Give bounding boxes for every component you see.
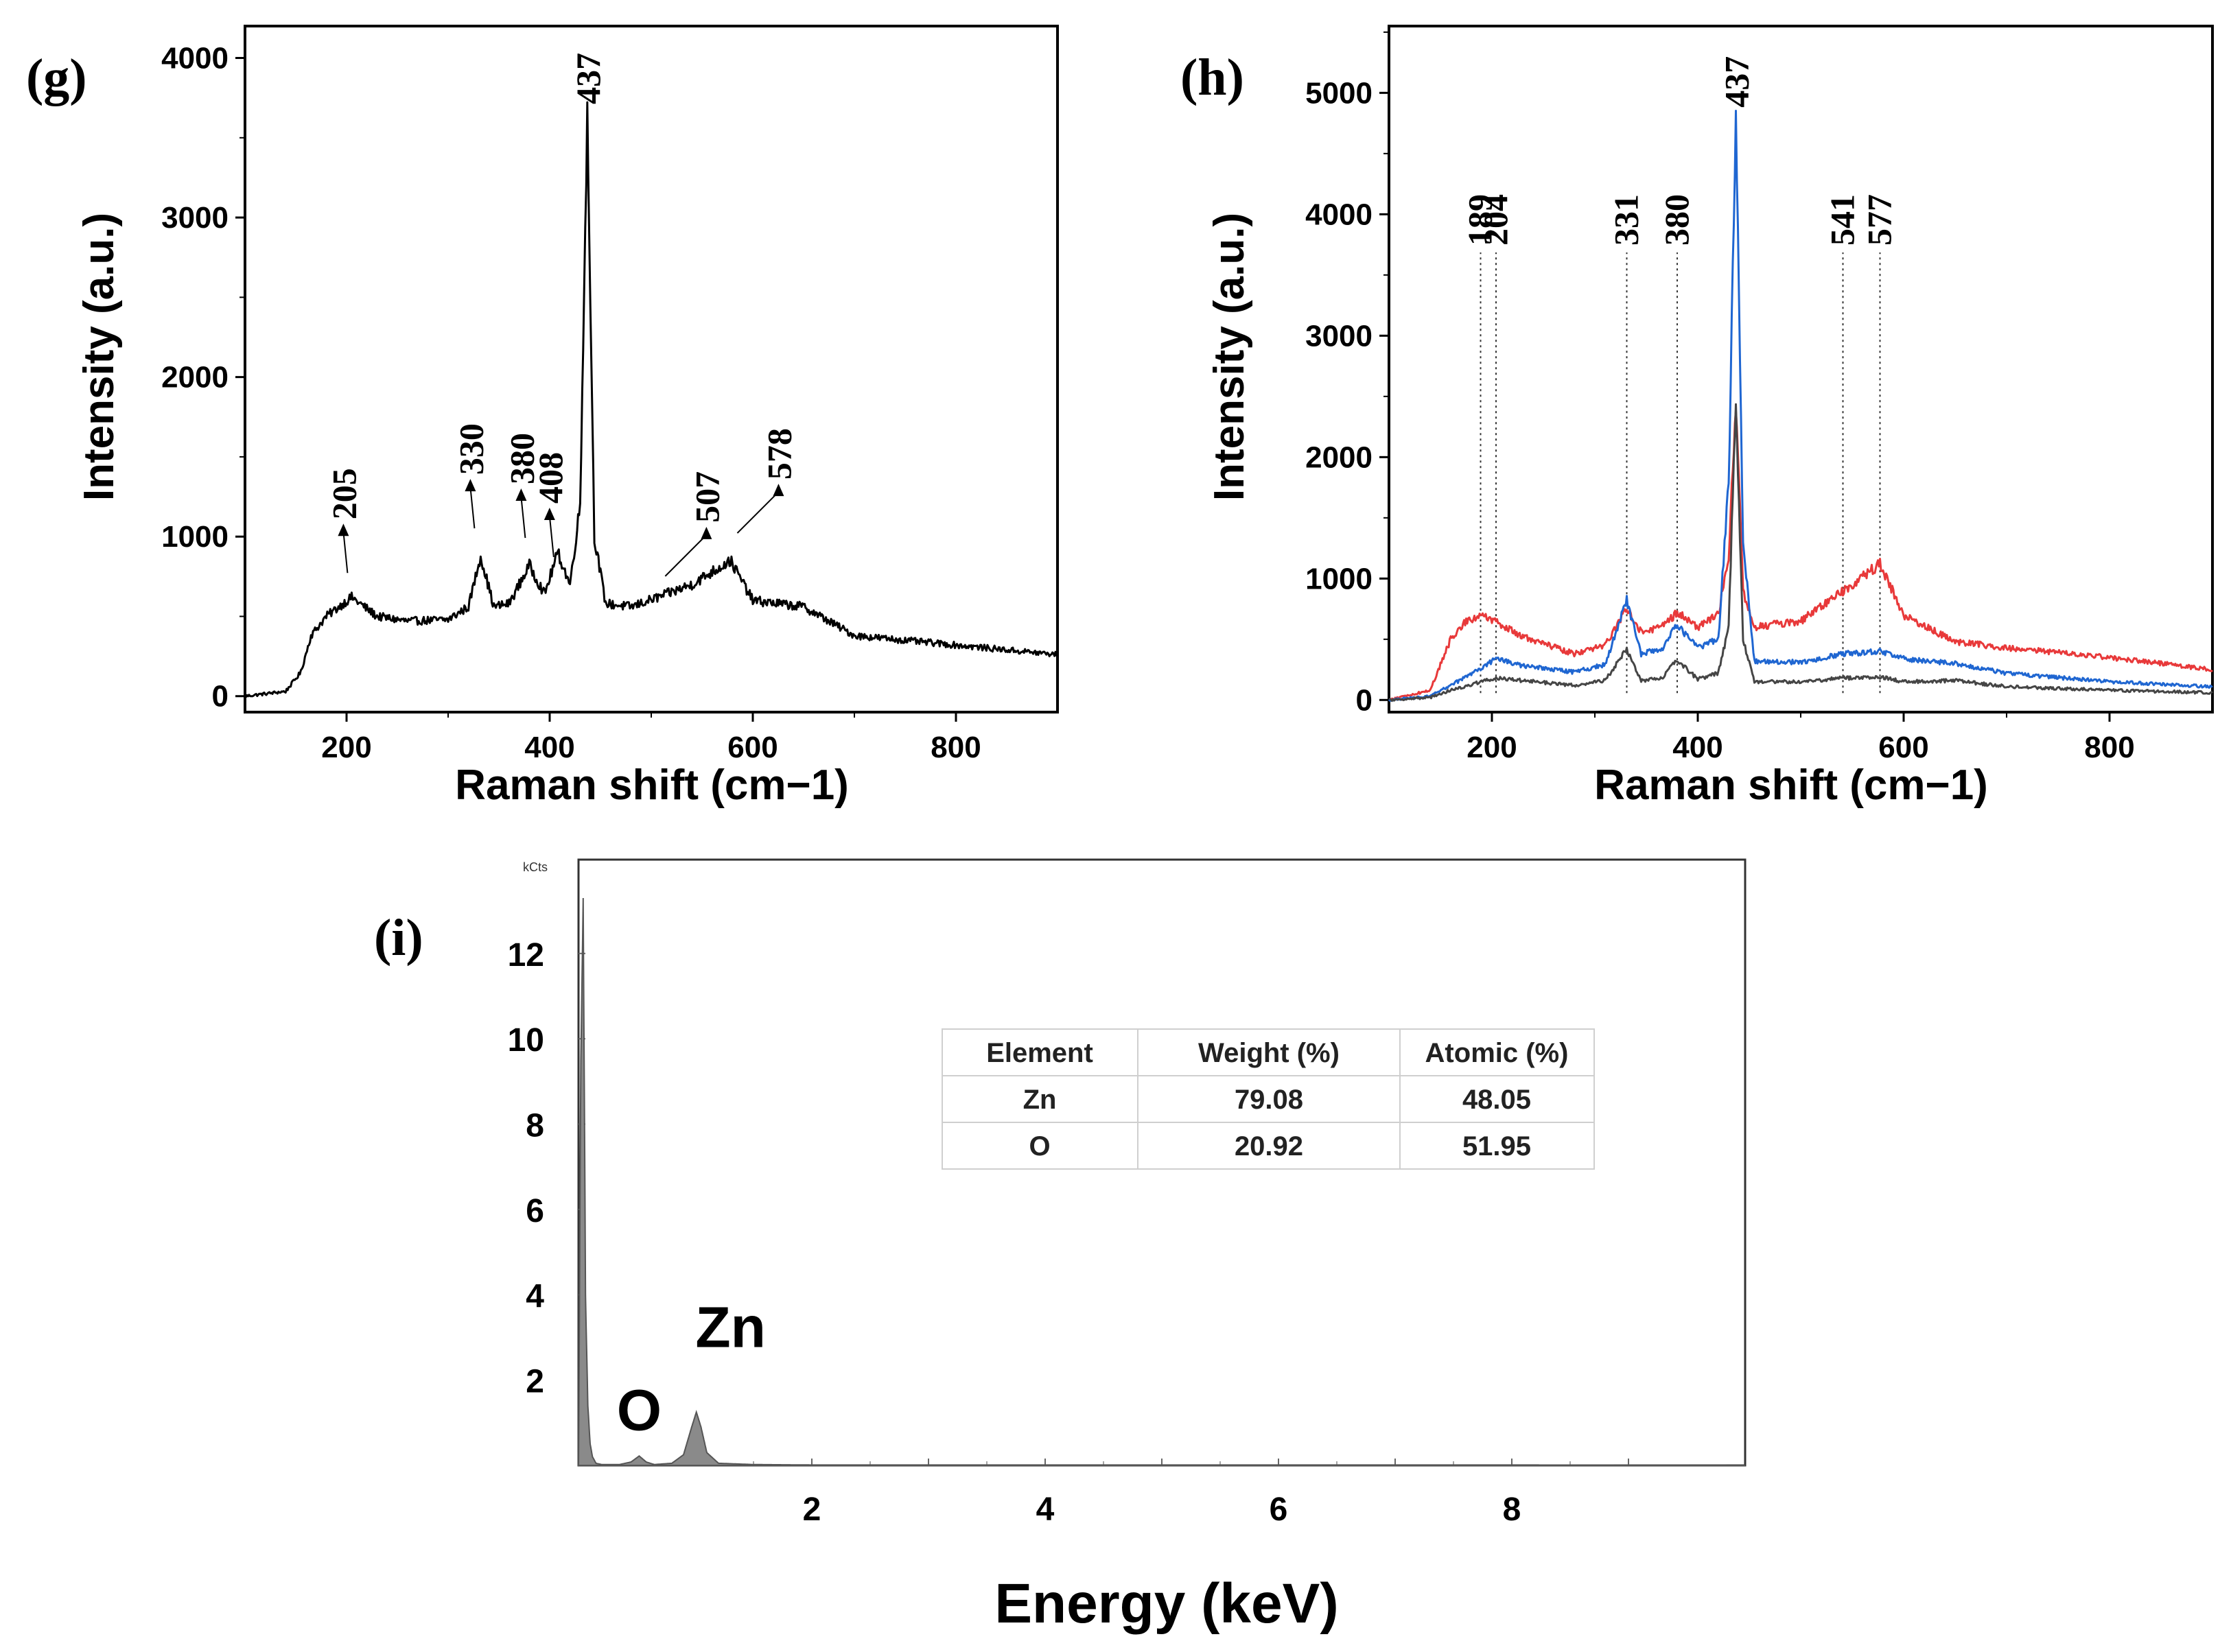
reference-line-label: 577	[1860, 194, 1899, 246]
element-label: Zn	[695, 1295, 766, 1359]
y-tick-label: 5000	[1305, 76, 1373, 110]
x-tick-label: 800	[931, 731, 981, 764]
peak-arrowhead	[515, 488, 527, 502]
composition-table: Element Weight (%) Atomic (%) Zn 79.08 4…	[942, 1028, 1595, 1170]
y-axis-unit-i: kCts	[523, 860, 548, 874]
reference-line-label: 331	[1607, 194, 1646, 246]
table-cell: 20.92	[1235, 1131, 1303, 1161]
chart-panel-h: (h) Intensity (a.u.) Raman shift (cm−1) …	[1180, 25, 2214, 809]
peak-label: 507	[688, 471, 726, 523]
y-axis-title-g: Intensity (a.u.)	[75, 213, 123, 501]
panel-label-i: (i)	[374, 909, 423, 967]
table-cell: 51.95	[1462, 1131, 1531, 1161]
y-tick-label: 2000	[161, 361, 229, 394]
peak-arrow	[548, 515, 554, 558]
x-tick-label: 8	[1503, 1491, 1521, 1528]
y-tick-label: 4000	[1305, 198, 1373, 231]
reference-line-label: 541	[1823, 194, 1862, 246]
y-tick-label: 8	[526, 1108, 544, 1144]
y-tick-label: 3000	[161, 201, 229, 235]
chart-panel-i: (i) kCts Energy (keV) Element Weight (%)…	[374, 858, 1747, 1635]
y-tick-label: 4	[526, 1278, 544, 1314]
x-tick-label: 2	[803, 1491, 821, 1528]
x-axis-title-h: Raman shift (cm−1)	[1594, 762, 1988, 809]
x-tick-label: 800	[2084, 731, 2134, 764]
panel-label-h: (h)	[1180, 49, 1244, 106]
peak-label: 380	[502, 433, 541, 484]
table-border	[942, 1028, 1595, 1170]
table-header: Weight (%)	[1198, 1038, 1340, 1068]
table-header: Atomic (%)	[1425, 1038, 1569, 1068]
y-tick-label: 3000	[1305, 319, 1373, 353]
peak-label: 437	[1718, 56, 1756, 108]
series-line-red	[1388, 410, 2213, 701]
x-tick-label: 600	[727, 731, 778, 764]
y-tick-label: 4000	[161, 42, 229, 75]
peak-arrowhead	[465, 479, 476, 492]
reference-line-label: 204	[1476, 194, 1515, 246]
reference-line-label: 189	[1461, 194, 1499, 246]
y-tick-label: 2	[526, 1364, 544, 1400]
series-line-blue	[1388, 110, 2213, 702]
y-tick-label: 2000	[1305, 440, 1373, 474]
x-axis-title-i: Energy (keV)	[994, 1572, 1338, 1635]
chart-panel-g: (g) Intensity (a.u.) Raman shift (cm−1) …	[26, 25, 1059, 809]
table-cell: 48.05	[1462, 1085, 1531, 1115]
y-tick-label: 10	[508, 1022, 544, 1059]
y-tick-label: 0	[1356, 683, 1373, 717]
x-tick-label: 200	[1467, 731, 1517, 764]
y-tick-label: 12	[508, 937, 544, 974]
y-tick-label: 0	[212, 680, 229, 713]
peak-arrowhead	[544, 507, 555, 520]
peak-label: 437	[569, 53, 607, 104]
series-line-gray	[1388, 403, 2214, 703]
table-header: Element	[986, 1038, 1093, 1068]
x-axis-title-g: Raman shift (cm−1)	[455, 762, 849, 809]
x-tick-label: 400	[524, 731, 574, 764]
series-line-spectrum	[244, 101, 1059, 698]
table-cell: 79.08	[1235, 1085, 1303, 1115]
peak-arrow	[664, 534, 708, 577]
peak-label: 205	[325, 468, 363, 519]
x-tick-label: 400	[1672, 731, 1722, 764]
y-tick-label: 6	[526, 1193, 544, 1229]
table-cell: Zn	[1023, 1085, 1057, 1115]
peak-arrow	[736, 491, 780, 534]
peak-label: 578	[760, 428, 798, 480]
x-tick-label: 600	[1878, 731, 1928, 764]
peak-arrowhead	[338, 523, 349, 536]
reference-line-label: 380	[1657, 194, 1696, 246]
panel-label-g: (g)	[26, 49, 87, 106]
table-cell: O	[1029, 1131, 1050, 1161]
peak-arrow	[520, 496, 526, 539]
peak-arrowhead	[701, 526, 712, 539]
element-label: O	[617, 1378, 662, 1442]
y-tick-label: 1000	[1305, 562, 1373, 595]
y-tick-label: 1000	[161, 520, 229, 554]
peak-arrow	[469, 486, 476, 529]
x-tick-label: 4	[1036, 1491, 1055, 1528]
eds-spectrum-area	[577, 897, 1745, 1466]
peak-arrowhead	[773, 484, 784, 497]
x-tick-label: 6	[1270, 1491, 1288, 1528]
y-axis-title-h: Intensity (a.u.)	[1206, 213, 1253, 501]
x-tick-label: 200	[321, 731, 371, 764]
peak-label: 330	[452, 423, 490, 475]
peak-arrow	[342, 532, 349, 574]
peak-label: 408	[531, 452, 570, 504]
